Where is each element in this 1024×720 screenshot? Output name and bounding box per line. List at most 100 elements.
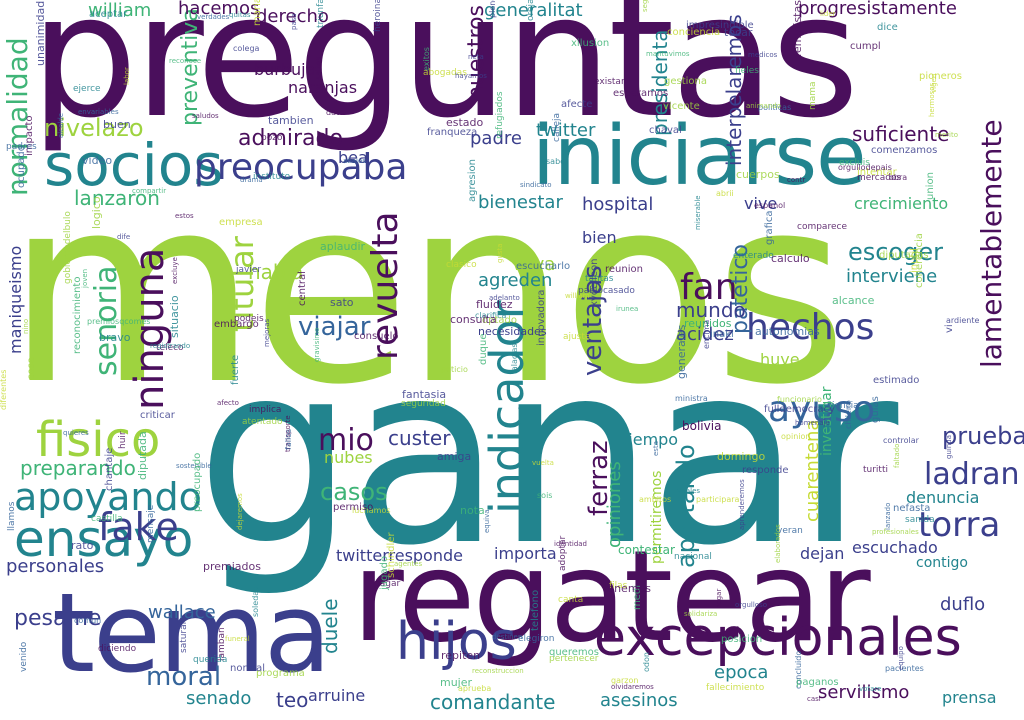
word-menos: menos (6, 141, 848, 441)
filler-word: filas (609, 581, 628, 591)
word-vive: vive (744, 194, 778, 213)
word-derecho: derecho (256, 6, 329, 27)
filler-word: dife (117, 233, 131, 241)
word-apoyando: apoyando (14, 475, 202, 519)
filler-word: colega (233, 44, 260, 53)
word-excepcionales: excepcionales (594, 608, 962, 668)
word-reunidos: reunidos (684, 317, 732, 330)
filler-word: orejas (526, 0, 536, 21)
filler-word: aceptar (89, 9, 128, 20)
filler-word: bravo (99, 331, 131, 344)
filler-word: generales (675, 324, 688, 379)
word-comandante: comandante (430, 690, 556, 714)
filler-word: nino (22, 318, 30, 334)
filler-word: gravisimo (313, 327, 321, 362)
filler-word: intentar (857, 167, 897, 178)
filler-word: xvdelleon (589, 258, 600, 307)
word-duele: duele (318, 598, 342, 654)
filler-word: merito (935, 131, 958, 139)
filler-word: guinda (945, 435, 953, 459)
filler-word: unanimidad (34, 0, 47, 66)
word-fake: fake (98, 505, 179, 549)
filler-word: identidad (554, 540, 587, 548)
filler-word: gobiernodelbulo (63, 211, 73, 284)
filler-word: huir (118, 431, 128, 449)
filler-word: castilla (91, 514, 123, 524)
filler-word: alcalde (57, 112, 65, 138)
filler-word: central (297, 271, 308, 306)
filler-word: funcionario (777, 395, 822, 404)
filler-word: pasa (290, 13, 298, 30)
filler-word: pablocasado (578, 286, 635, 296)
filler-word: agresion (467, 159, 478, 202)
filler-word: repiten (441, 649, 481, 662)
word-casos: casos (320, 478, 388, 506)
word-crecimiento: crecimiento (854, 194, 949, 213)
filler-word: contr (787, 176, 806, 184)
filler-word: premiosqcomes (87, 317, 151, 326)
filler-word: embargo (214, 319, 259, 330)
filler-word: espanol (754, 201, 786, 210)
filler-word: solidariza (684, 610, 718, 618)
filler-word: sostenible (176, 462, 212, 470)
filler-word: orgullodepais (838, 163, 892, 172)
filler-word: estimado (873, 375, 920, 386)
filler-word: vi (944, 324, 955, 333)
filler-word: obra (889, 173, 908, 182)
word-admirado: admirado (238, 126, 343, 151)
filler-word: dice (877, 22, 898, 33)
word-maniqueismo: maniqueismo (6, 245, 25, 354)
word-agreden: agreden (478, 270, 553, 291)
word-naranjas: naranjas (288, 78, 358, 97)
filler-word: homenaje (795, 419, 830, 427)
filler-word: chileno (844, 400, 853, 429)
filler-word: programa (256, 668, 305, 679)
filler-word: fallos (284, 428, 293, 450)
word-ayuso: ayuso (768, 389, 875, 430)
filler-word: clarifica (475, 311, 507, 320)
filler-word: pioneros (919, 71, 962, 82)
word-lamentablemente: lamentablemente (975, 119, 1008, 368)
filler-word: participara (696, 495, 740, 504)
word-progresistamente: progresistamente (798, 0, 957, 19)
filler-word: seguridad (401, 399, 446, 409)
filler-word: saltes (314, 56, 323, 80)
filler-word: nota (460, 504, 485, 517)
filler-word: miserable (694, 195, 702, 230)
filler-word: mujer (440, 676, 473, 689)
word-preparando: preparando (20, 456, 136, 480)
filler-word: comun (74, 616, 102, 625)
filler-word: atentado (242, 417, 283, 427)
filler-word: reconoce (169, 57, 202, 65)
filler-word: estos (175, 212, 194, 220)
word-socios: socios (44, 131, 224, 199)
word-escuchado: escuchado (852, 538, 938, 557)
filler-word: conciencia (667, 27, 721, 38)
filler-word: excluis (839, 158, 870, 168)
word-lanzaron: lanzaron (74, 186, 160, 210)
word-denuncia: denuncia (906, 488, 980, 507)
filler-word: chaval (649, 125, 682, 136)
filler-word: nacional (674, 552, 712, 562)
filler-word: gusta (496, 243, 504, 263)
filler-word: posicion (721, 634, 763, 645)
word-bolivia: bolivia (682, 419, 722, 433)
word-servilismo: servilismo (818, 682, 910, 703)
word-importa: importa (494, 544, 557, 563)
filler-word: reconstruccion (472, 667, 524, 675)
word-twitterresponde: twitterresponde (336, 546, 463, 565)
filler-word: optado (482, 315, 517, 326)
filler-word: responde (742, 465, 789, 476)
filler-word: vicente (663, 101, 700, 112)
filler-word: situacio (168, 295, 181, 338)
filler-word: reconocimiento (72, 276, 83, 354)
filler-word: escucharlo (516, 261, 571, 272)
filler-word: orgulloso (735, 601, 768, 609)
filler-word: cumpl (850, 41, 881, 52)
filler-word: elaborados (774, 524, 782, 563)
word-william: william (88, 0, 152, 21)
filler-word: xilusion (571, 38, 610, 49)
filler-word: ciencia (827, 401, 859, 411)
word-prensa: prensa (942, 688, 997, 707)
filler-word: politicas (758, 103, 792, 112)
